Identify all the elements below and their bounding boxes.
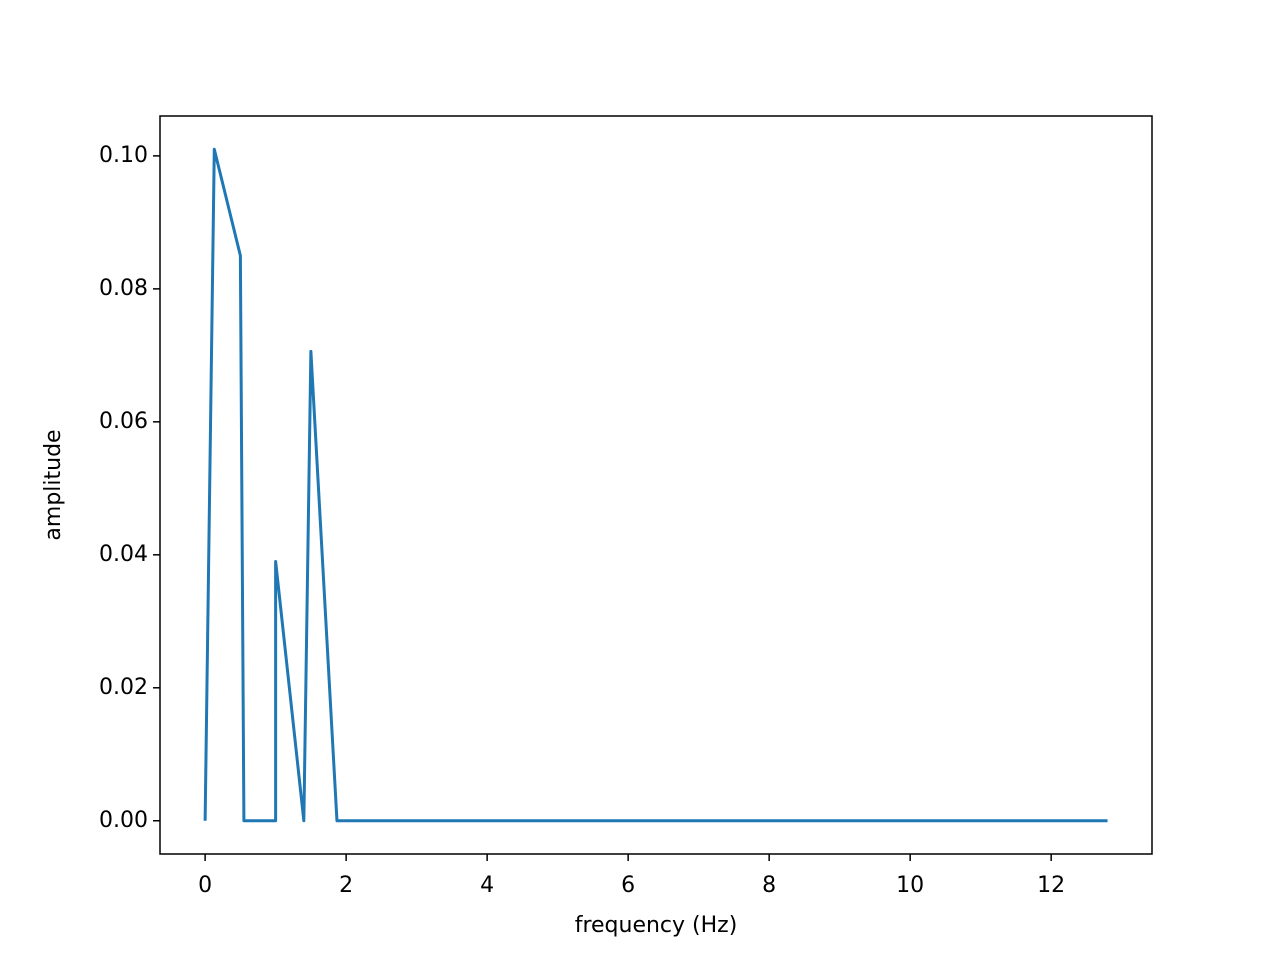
y-tick-label: 0.08	[99, 276, 148, 301]
x-tick-label: 12	[1037, 873, 1065, 898]
x-axis-label: frequency (Hz)	[575, 913, 738, 938]
x-tick-label: 10	[896, 873, 924, 898]
y-tick-label: 0.00	[99, 808, 148, 833]
axes-frame	[159, 115, 1153, 855]
x-tick-label: 0	[198, 873, 212, 898]
y-tick-label: 0.10	[99, 143, 148, 168]
x-tick-label: 4	[480, 873, 494, 898]
y-tick-label: 0.02	[99, 675, 148, 700]
data-line	[203, 147, 1108, 823]
y-tick-label: 0.06	[99, 409, 148, 434]
y-axis-label: amplitude	[41, 429, 66, 540]
x-tick-label: 2	[339, 873, 353, 898]
x-tick-label: 6	[621, 873, 635, 898]
x-tick-label: 8	[762, 873, 776, 898]
y-tick-label: 0.04	[99, 542, 148, 567]
